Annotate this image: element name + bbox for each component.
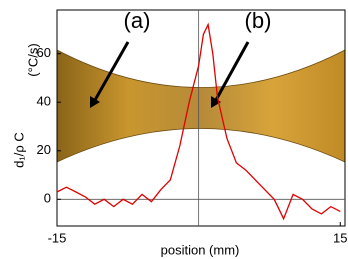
y-tick-label: 0: [44, 191, 51, 206]
x-axis-label: position (mm): [161, 242, 240, 257]
y-axis-label: d₁/ρ C: [11, 132, 26, 168]
chart: (a) (b) d₁/ρ C (°C/s) position (mm) 0204…: [0, 0, 348, 259]
y-tick-label: 60: [37, 45, 51, 60]
y-tick-label: 40: [37, 94, 51, 109]
y-tick-label: 20: [37, 142, 51, 157]
annotation: (a): [124, 8, 151, 33]
page: {"chart_data": {"type": "line", "y_label…: [0, 0, 348, 259]
x-tick-label: -15: [48, 230, 67, 245]
annotation: (b): [245, 8, 272, 33]
x-tick-label: 15: [333, 230, 347, 245]
sample-image: [57, 50, 345, 162]
